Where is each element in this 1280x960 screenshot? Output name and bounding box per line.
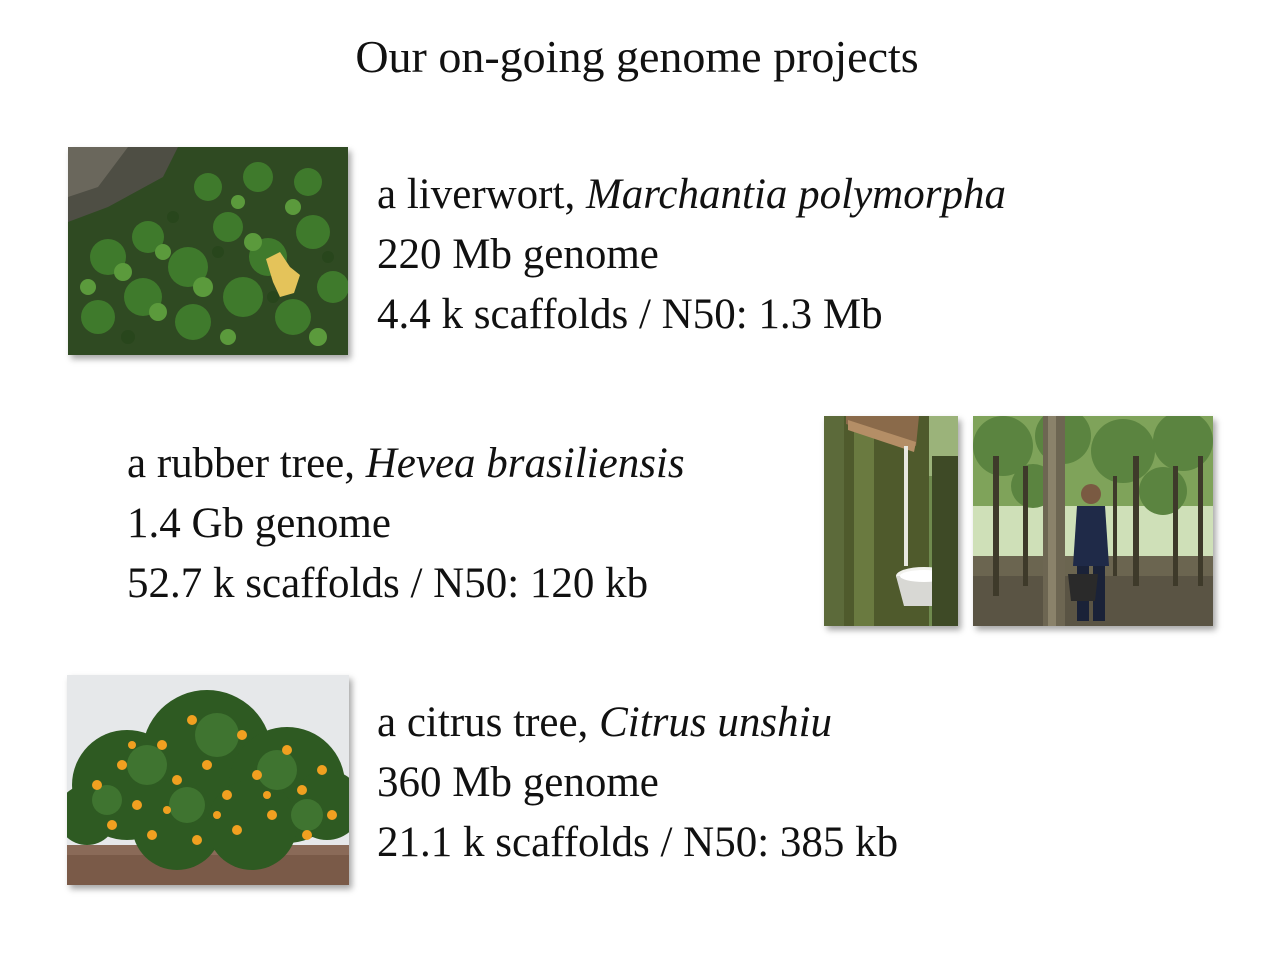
species-name: Citrus unshiu bbox=[599, 699, 833, 746]
assembly-stats: 52.7 k scaffolds / N50: 120 kb bbox=[127, 560, 649, 607]
assembly-stats: 4.4 k scaffolds / N50: 1.3 Mb bbox=[377, 291, 883, 338]
liverwort-info: a liverwort, Marchantia polymorpha 220 M… bbox=[377, 165, 1006, 345]
citrus-tree-info: a citrus tree, Citrus unshiu 360 Mb geno… bbox=[377, 693, 898, 873]
assembly-stats: 21.1 k scaffolds / N50: 385 kb bbox=[377, 819, 899, 866]
species-name: Marchantia polymorpha bbox=[585, 171, 1006, 218]
common-name: a liverwort, bbox=[377, 171, 576, 218]
common-name: a rubber tree, bbox=[127, 440, 355, 487]
citrus-tree-photo bbox=[67, 675, 349, 885]
genome-size: 1.4 Gb genome bbox=[127, 500, 391, 547]
rubber-tree-name: a rubber tree, Hevea brasiliensis bbox=[127, 434, 685, 494]
citrus-tree-name: a citrus tree, Citrus unshiu bbox=[377, 693, 898, 753]
slide-title: Our on-going genome projects bbox=[355, 31, 919, 82]
common-name: a citrus tree, bbox=[377, 699, 589, 746]
species-name: Hevea brasiliensis bbox=[365, 440, 685, 487]
genome-size: 220 Mb genome bbox=[377, 231, 659, 278]
latex-tapping-photo bbox=[824, 416, 958, 626]
rubber-plantation-photo bbox=[973, 416, 1213, 626]
liverwort-name: a liverwort, Marchantia polymorpha bbox=[377, 165, 1006, 225]
liverwort-photo bbox=[68, 147, 348, 355]
genome-size: 360 Mb genome bbox=[377, 759, 659, 806]
rubber-tree-info: a rubber tree, Hevea brasiliensis 1.4 Gb… bbox=[127, 434, 685, 614]
